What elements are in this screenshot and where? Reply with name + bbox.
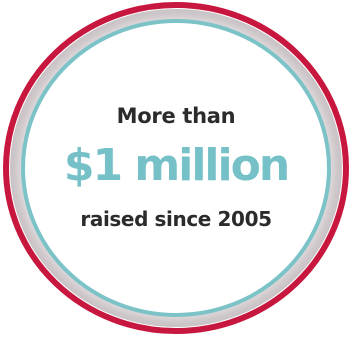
outer-ring: [3, 2, 349, 334]
inner-ring: [21, 19, 331, 317]
badge-line-top: More than: [116, 104, 236, 128]
badge-amount: $1 million: [63, 140, 290, 191]
badge-line-bottom: raised since 2005: [80, 207, 272, 231]
